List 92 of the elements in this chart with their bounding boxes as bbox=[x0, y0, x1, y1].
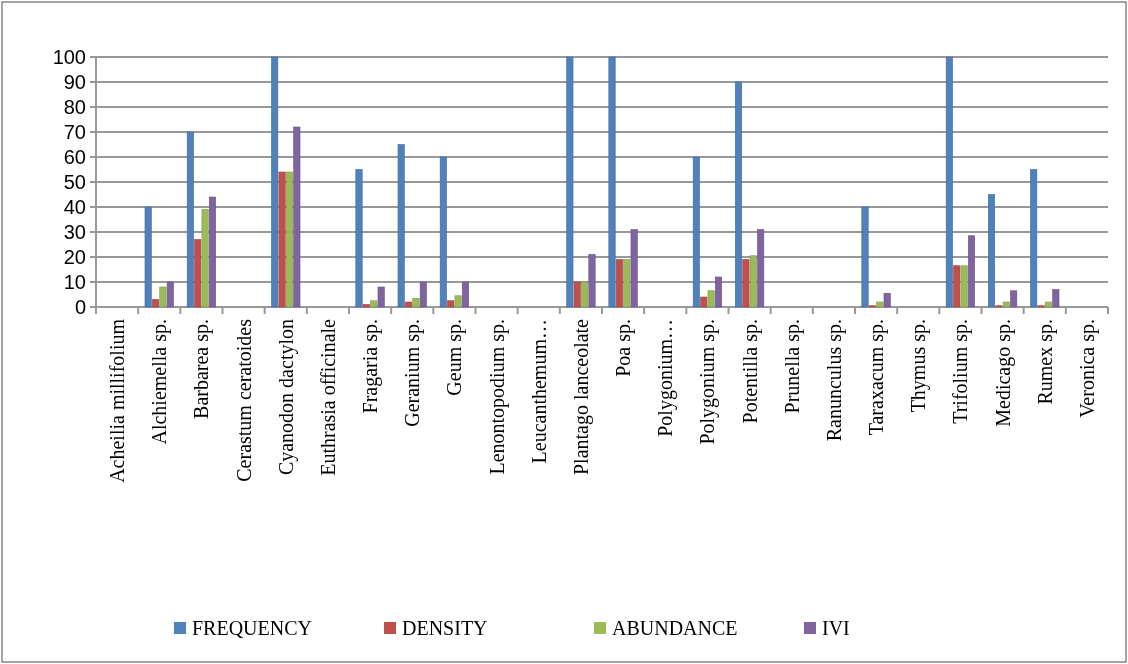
bar bbox=[370, 300, 378, 308]
bar bbox=[447, 300, 455, 308]
x-tick-label: Ranunculus sp. bbox=[822, 319, 846, 442]
legend-label: DENSITY bbox=[402, 617, 488, 639]
bar bbox=[735, 81, 742, 308]
bar bbox=[1044, 301, 1052, 308]
bar bbox=[588, 254, 596, 308]
bar bbox=[209, 196, 216, 308]
bar bbox=[186, 131, 194, 308]
y-tick-label: 80 bbox=[63, 96, 86, 118]
bar bbox=[462, 281, 469, 308]
bar bbox=[166, 281, 174, 308]
bar bbox=[405, 301, 413, 308]
y-tick-label: 30 bbox=[63, 221, 86, 243]
bar bbox=[630, 229, 638, 308]
x-tick-label: Taraxacum sp. bbox=[865, 319, 889, 436]
bar bbox=[945, 56, 953, 308]
bar bbox=[293, 126, 301, 308]
x-tick-label: Lenontopodium sp. bbox=[485, 319, 509, 475]
y-tick-label: 10 bbox=[63, 271, 86, 293]
bar bbox=[362, 304, 370, 308]
bar bbox=[439, 156, 447, 308]
bar bbox=[1052, 289, 1060, 308]
bar bbox=[159, 286, 167, 308]
bar bbox=[1010, 290, 1018, 308]
bar bbox=[953, 265, 961, 308]
y-tick-label: 50 bbox=[63, 171, 86, 193]
x-tick-label: Leucanthemum… bbox=[527, 319, 550, 464]
bar bbox=[355, 169, 363, 308]
bar bbox=[700, 296, 708, 308]
bar bbox=[377, 286, 385, 308]
bar bbox=[623, 259, 631, 308]
bar bbox=[615, 259, 623, 308]
bar bbox=[419, 281, 427, 308]
bar bbox=[608, 56, 616, 308]
bar bbox=[692, 156, 700, 308]
x-tick-label: Geum sp. bbox=[443, 319, 467, 396]
y-tick-label: 20 bbox=[63, 246, 86, 268]
x-tick-label: Alchiemella sp. bbox=[148, 319, 172, 445]
bar bbox=[960, 265, 968, 308]
x-tick-label: Trifolium sp. bbox=[949, 319, 973, 424]
x-tick-label: Thymus sp. bbox=[907, 319, 931, 413]
bar bbox=[454, 295, 462, 308]
x-tick-label: Polygonium sp. bbox=[696, 319, 720, 445]
x-tick-label: Medicago sp. bbox=[991, 319, 1015, 427]
legend-label: FREQUENCY bbox=[192, 617, 313, 639]
x-tick-label: Veronica sp. bbox=[1075, 319, 1099, 418]
bar bbox=[715, 276, 722, 308]
y-tick-label: 70 bbox=[63, 121, 86, 143]
legend-label: IVI bbox=[822, 617, 850, 639]
bar bbox=[757, 229, 765, 308]
bar bbox=[988, 194, 995, 308]
bar bbox=[883, 292, 891, 308]
bar bbox=[1030, 169, 1038, 308]
bar bbox=[861, 206, 869, 308]
x-tick-label: Polygonium… bbox=[654, 319, 678, 437]
bar bbox=[1002, 301, 1010, 308]
legend-label: ABUNDANCE bbox=[612, 617, 738, 639]
bar bbox=[566, 56, 574, 308]
x-tick-label: Prunella sp. bbox=[780, 319, 804, 414]
y-tick-label: 100 bbox=[52, 46, 86, 68]
x-tick-label: Rumex sp. bbox=[1033, 319, 1057, 405]
x-tick-label: Potentilla sp. bbox=[738, 319, 762, 424]
bar bbox=[278, 171, 286, 308]
x-tick-label: Plantago lanceolate bbox=[569, 318, 593, 476]
bar bbox=[876, 301, 884, 308]
y-tick-label: 60 bbox=[63, 146, 86, 168]
x-tick-label: Cerastum ceratoides bbox=[232, 318, 255, 482]
bar bbox=[285, 171, 293, 308]
y-tick-label: 90 bbox=[63, 71, 86, 93]
bar bbox=[144, 206, 152, 308]
bar bbox=[152, 299, 160, 308]
bar bbox=[968, 235, 975, 308]
bar bbox=[749, 255, 757, 308]
x-tick-label: Cyanodon dactylon bbox=[274, 319, 298, 476]
x-tick-label: Fragaria sp. bbox=[359, 319, 383, 414]
bar bbox=[397, 144, 405, 308]
bar bbox=[271, 56, 279, 308]
x-tick-label: Euthrasia officinale bbox=[316, 318, 339, 476]
bar bbox=[707, 290, 715, 308]
bar bbox=[573, 281, 581, 308]
bar bbox=[201, 209, 209, 308]
bar bbox=[742, 259, 750, 308]
x-tick-label: Poa sp. bbox=[612, 319, 636, 377]
bar bbox=[412, 297, 420, 308]
bar bbox=[194, 239, 202, 308]
y-tick-label: 0 bbox=[74, 296, 86, 318]
x-tick-label: Acheilia millifolium bbox=[106, 318, 129, 483]
x-tick-label: Geranium sp. bbox=[401, 319, 425, 427]
bar bbox=[581, 281, 589, 308]
x-tick-label: Barbarea sp. bbox=[190, 319, 214, 419]
y-tick-label: 40 bbox=[63, 196, 86, 218]
